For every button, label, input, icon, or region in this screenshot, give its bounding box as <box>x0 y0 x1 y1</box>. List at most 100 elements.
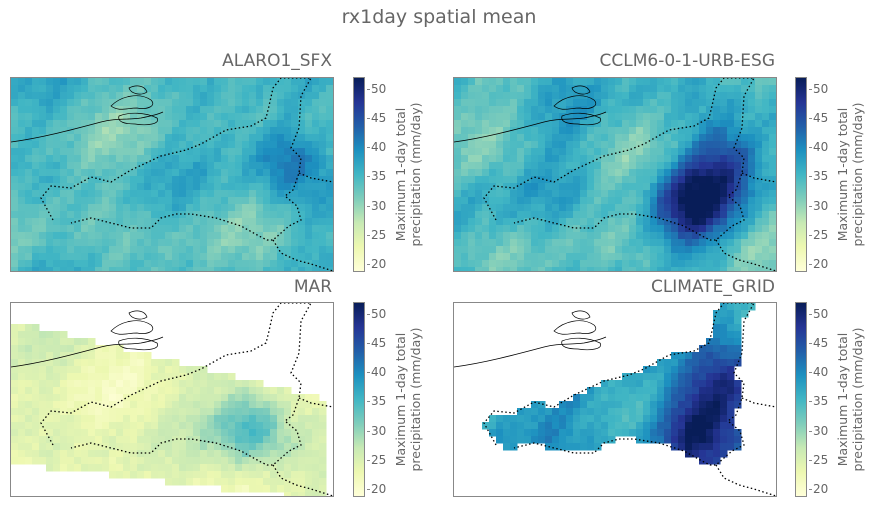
heatmap-cell <box>741 183 749 191</box>
heatmap-cell <box>109 218 117 226</box>
heatmap-cell <box>664 190 672 198</box>
heatmap-cell <box>678 394 686 402</box>
heatmap-cell <box>291 246 299 254</box>
heatmap-cell <box>496 176 504 184</box>
heatmap-cell <box>25 204 33 212</box>
heatmap-cell <box>151 218 159 226</box>
heatmap-cell <box>615 408 623 416</box>
heatmap-cell <box>636 422 644 430</box>
heatmap-cell <box>524 190 532 198</box>
heatmap-cell <box>615 267 623 271</box>
heatmap-cell <box>214 176 222 184</box>
heatmap-cell <box>284 106 292 114</box>
heatmap-cell <box>291 176 299 184</box>
heatmap-cell <box>193 415 201 423</box>
heatmap-cell <box>200 443 208 451</box>
heatmap-cell <box>601 141 609 149</box>
heatmap-cell <box>88 246 96 254</box>
heatmap-cell <box>566 134 574 142</box>
heatmap-cell <box>123 176 131 184</box>
heatmap-cell <box>137 85 145 93</box>
heatmap-cell <box>748 120 756 128</box>
heatmap-cell <box>88 345 96 353</box>
heatmap-cell <box>650 183 658 191</box>
heatmap-cell <box>755 232 763 240</box>
heatmap-cell <box>60 204 68 212</box>
heatmap-cell <box>179 78 187 86</box>
heatmap-cell <box>256 401 264 409</box>
heatmap-cell <box>699 239 707 247</box>
heatmap-cell <box>678 162 686 170</box>
heatmap-cell <box>186 169 194 177</box>
heatmap-cell <box>214 162 222 170</box>
heatmap-cell <box>524 155 532 163</box>
heatmap-cell <box>186 366 194 374</box>
heatmap-cell <box>643 267 651 271</box>
heatmap-cell <box>734 106 742 114</box>
heatmap-cell <box>74 352 82 360</box>
heatmap-cell <box>81 380 89 388</box>
heatmap-cell <box>74 267 82 271</box>
heatmap-cell <box>284 141 292 149</box>
heatmap-cell <box>615 380 623 388</box>
heatmap-cell <box>678 78 686 86</box>
heatmap-cell <box>636 218 644 226</box>
heatmap-cell <box>270 415 278 423</box>
heatmap-cell <box>81 422 89 430</box>
heatmap-cell <box>510 232 518 240</box>
heatmap-cell <box>214 394 222 402</box>
heatmap-cell <box>228 211 236 219</box>
heatmap-cell <box>214 246 222 254</box>
heatmap-cell <box>60 211 68 219</box>
heatmap-cell <box>74 415 82 423</box>
heatmap-cell <box>242 450 250 458</box>
heatmap-cell <box>277 218 285 226</box>
heatmap-cell <box>53 204 61 212</box>
heatmap-cell <box>762 253 770 261</box>
heatmap-cell <box>692 450 700 458</box>
heatmap-cell <box>81 429 89 437</box>
heatmap-cell <box>186 422 194 430</box>
heatmap-cell <box>109 366 117 374</box>
heatmap-cell <box>249 134 257 142</box>
heatmap-cell <box>657 429 665 437</box>
heatmap-cell <box>319 464 327 472</box>
heatmap-cell <box>741 190 749 198</box>
heatmap-cell <box>748 155 756 163</box>
heatmap-cell <box>172 239 180 247</box>
heatmap-cell <box>221 253 229 261</box>
heatmap-cell <box>699 155 707 163</box>
heatmap-cell <box>172 422 180 430</box>
heatmap-cell <box>151 232 159 240</box>
heatmap-cell <box>116 394 124 402</box>
heatmap-cell <box>60 169 68 177</box>
heatmap-cell <box>524 239 532 247</box>
colorbar-tick: 25 <box>808 452 829 467</box>
heatmap-cell <box>186 260 194 268</box>
heatmap-cell <box>130 443 138 451</box>
heatmap-cell <box>720 415 728 423</box>
heatmap-cell <box>559 113 567 121</box>
heatmap-cell <box>664 366 672 374</box>
heatmap-cell <box>277 253 285 261</box>
heatmap-cell <box>109 162 117 170</box>
heatmap-cell <box>713 169 721 177</box>
heatmap-cell <box>545 78 553 86</box>
heatmap-cell <box>165 267 173 271</box>
heatmap-cell <box>172 429 180 437</box>
heatmap-cell <box>235 120 243 128</box>
heatmap-cell <box>207 99 215 107</box>
heatmap-cell <box>46 352 54 360</box>
heatmap-cell <box>748 246 756 254</box>
heatmap-cell <box>158 127 166 135</box>
heatmap-cell <box>510 253 518 261</box>
heatmap-cell <box>622 176 630 184</box>
heatmap-cell <box>18 443 26 451</box>
heatmap-cell <box>720 408 728 416</box>
heatmap-cell <box>18 359 26 367</box>
heatmap-cell <box>524 253 532 261</box>
heatmap-cell <box>559 239 567 247</box>
heatmap-cell <box>256 422 264 430</box>
heatmap-cell <box>228 408 236 416</box>
heatmap-cell <box>228 457 236 465</box>
